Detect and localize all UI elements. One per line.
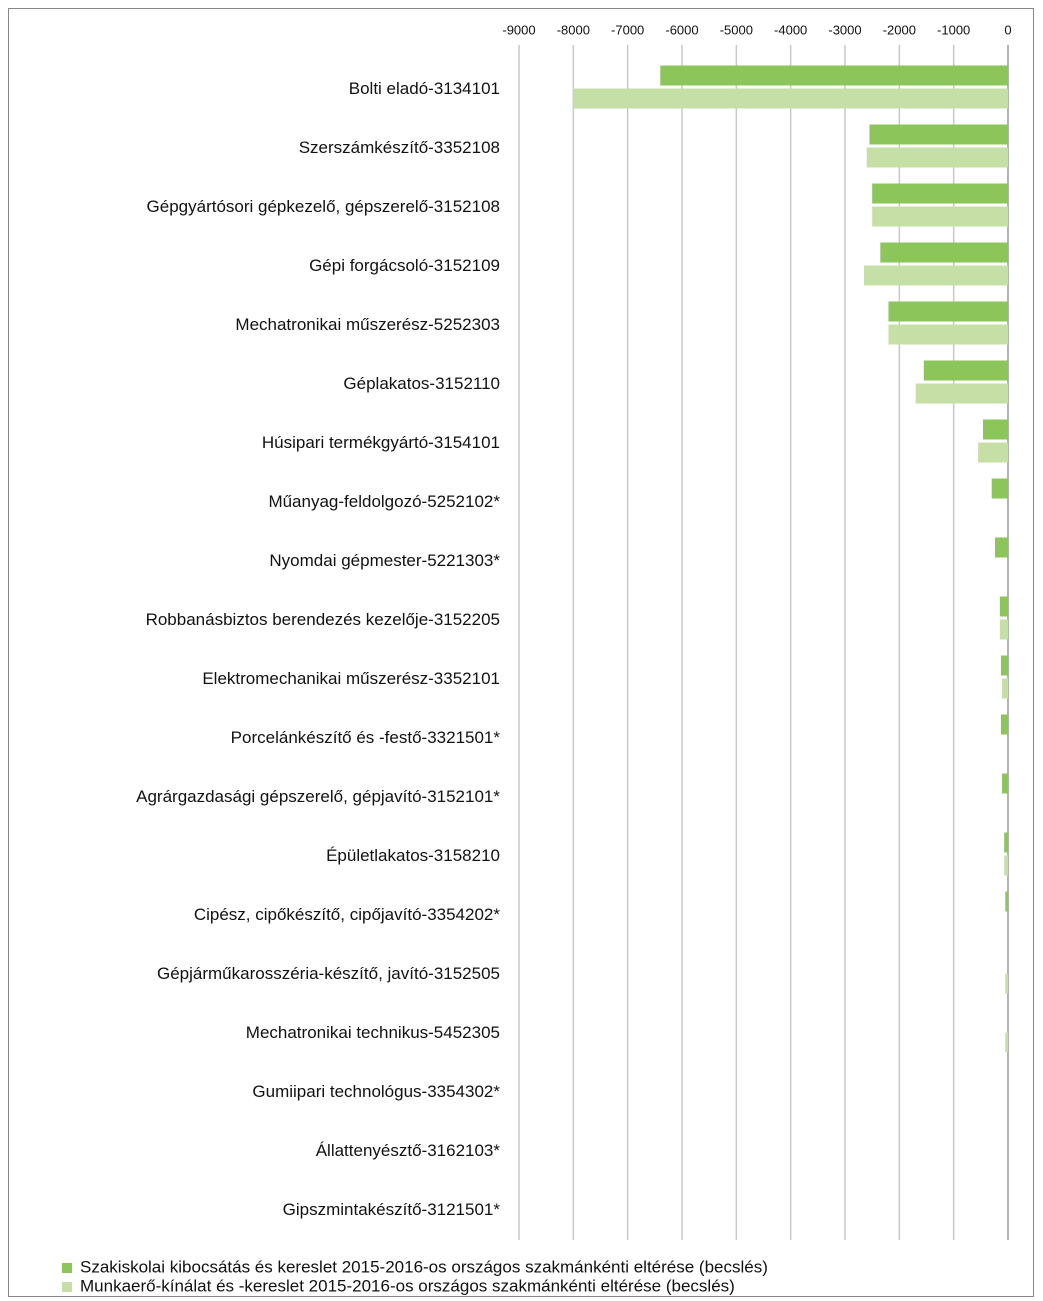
- bar: [872, 183, 1008, 204]
- y-tick-label: Elektromechanikai műszerész-3352101: [202, 669, 500, 688]
- x-tick-label: -6000: [665, 22, 698, 37]
- y-tick-label: Mechatronikai technikus-5452305: [246, 1023, 500, 1042]
- bar: [1000, 655, 1008, 676]
- legend-label: Munkaerő-kínálat és -kereslet 2015-2016-…: [80, 1276, 735, 1295]
- bar: [872, 206, 1008, 227]
- bar: [880, 242, 1008, 263]
- bar: [1005, 891, 1008, 912]
- y-tick-label: Agrárgazdasági gépszerelő, gépjavító-315…: [136, 787, 500, 806]
- x-tick-label: -3000: [828, 22, 861, 37]
- bar: [864, 265, 1008, 286]
- y-tick-label: Porcelánkészítő és -festő-3321501*: [231, 728, 501, 747]
- bar: [1004, 855, 1008, 876]
- y-tick-label: Húsipari termékgyártó-3154101: [262, 433, 500, 452]
- x-tick-label: -8000: [557, 22, 590, 37]
- y-tick-label: Gépjárműkarosszéria-készítő, javító-3152…: [157, 964, 500, 983]
- legend-label: Szakiskolai kibocsátás és kereslet 2015-…: [80, 1257, 768, 1276]
- bar: [1000, 714, 1008, 735]
- bar: [915, 383, 1008, 404]
- y-tick-label: Gumiipari technológus-3354302*: [252, 1082, 500, 1101]
- bar: [888, 301, 1008, 322]
- bar: [991, 478, 1008, 499]
- y-tick-label: Robbanásbiztos berendezés kezelője-31522…: [146, 610, 500, 629]
- bar: [1004, 832, 1008, 853]
- x-tick-label: -9000: [502, 22, 535, 37]
- y-tick-label: Gépi forgácsoló-3152109: [309, 256, 500, 275]
- bar: [999, 596, 1008, 617]
- y-tick-label: Gépgyártósori gépkezelő, gépszerelő-3152…: [147, 197, 500, 216]
- y-tick-label: Épületlakatos-3158210: [326, 846, 500, 865]
- bar: [978, 442, 1008, 463]
- x-tick-label: -5000: [720, 22, 753, 37]
- bar: [999, 619, 1008, 640]
- y-tick-label: Szerszámkészítő-3352108: [299, 138, 500, 157]
- bar: [866, 147, 1008, 168]
- y-tick-label: Mechatronikai műszerész-5252303: [235, 315, 500, 334]
- bar: [1005, 1032, 1008, 1053]
- legend-swatch: [62, 1263, 72, 1273]
- bar: [869, 124, 1008, 145]
- y-tick-label: Gipszmintakészítő-3121501*: [283, 1200, 501, 1219]
- x-tick-label: 0: [1004, 22, 1011, 37]
- bar: [923, 360, 1008, 381]
- x-tick-label: -4000: [774, 22, 807, 37]
- y-tick-label: Bolti eladó-3134101: [349, 79, 500, 98]
- x-tick-label: -1000: [937, 22, 970, 37]
- y-tick-label: Állattenyésztő-3162103*: [316, 1141, 501, 1160]
- x-tick-label: -2000: [883, 22, 916, 37]
- bar: [888, 324, 1008, 345]
- bar: [994, 537, 1008, 558]
- y-tick-label: Műanyag-feldolgozó-5252102*: [268, 492, 500, 511]
- y-tick-label: Géplakatos-3152110: [343, 374, 500, 393]
- bar: [1002, 678, 1008, 699]
- bar: [1005, 973, 1008, 994]
- bar: [660, 65, 1008, 86]
- bar: [983, 419, 1008, 440]
- bar: [573, 88, 1008, 109]
- x-tick-label: -7000: [611, 22, 644, 37]
- chart-frame: [8, 8, 1034, 1297]
- bar: [1002, 773, 1008, 794]
- legend-swatch: [62, 1282, 72, 1292]
- y-tick-label: Cipész, cipőkészítő, cipőjavító-3354202*: [194, 905, 501, 924]
- y-tick-label: Nyomdai gépmester-5221303*: [269, 551, 500, 570]
